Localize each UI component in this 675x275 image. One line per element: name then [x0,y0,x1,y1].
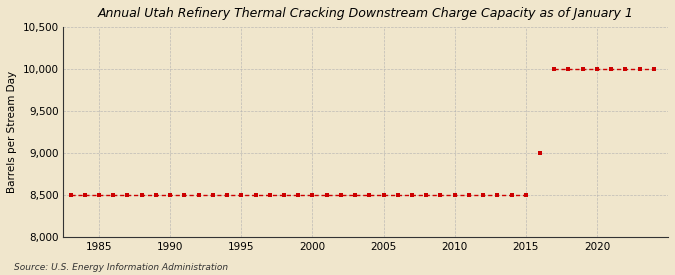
Y-axis label: Barrels per Stream Day: Barrels per Stream Day [7,71,17,193]
Text: Source: U.S. Energy Information Administration: Source: U.S. Energy Information Administ… [14,263,227,272]
Title: Annual Utah Refinery Thermal Cracking Downstream Charge Capacity as of January 1: Annual Utah Refinery Thermal Cracking Do… [98,7,634,20]
